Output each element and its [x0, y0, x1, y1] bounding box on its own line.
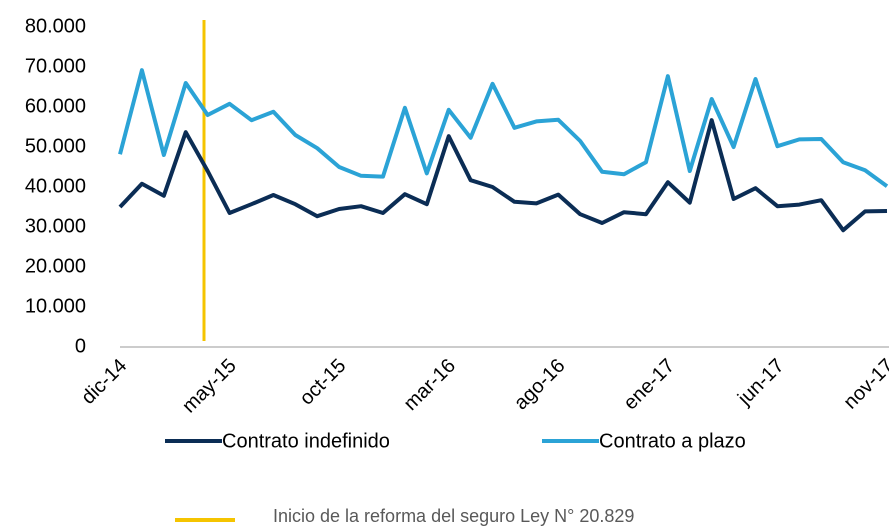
- y-tick-label: 10.000: [25, 295, 86, 317]
- y-tick-label: 50.000: [25, 135, 86, 157]
- x-tick-label: may-15: [178, 355, 241, 418]
- x-tick-label: dic-14: [77, 355, 131, 409]
- y-tick-label: 40.000: [25, 175, 86, 197]
- series-line: [118, 68, 889, 188]
- y-tick-label: 80.000: [25, 15, 86, 37]
- y-tick-label: 30.000: [25, 215, 86, 237]
- x-tick-label: jun-17: [733, 355, 789, 411]
- x-tick-label: nov-17: [839, 355, 889, 414]
- y-tick-label: 70.000: [25, 55, 86, 77]
- y-tick-label: 20.000: [25, 255, 86, 277]
- y-tick-label: 0: [75, 335, 86, 357]
- x-tick-label: oct-15: [296, 355, 351, 410]
- x-tick-label: ene-17: [620, 355, 680, 415]
- legend-label: Contrato indefinido: [222, 430, 390, 452]
- x-tick-label: ago-16: [510, 355, 570, 415]
- legend-label: Contrato a plazo: [599, 430, 746, 452]
- series-line: [118, 118, 888, 233]
- annotation-label: Inicio de la reforma del seguro Ley N° 2…: [273, 506, 634, 526]
- x-tick-label: mar-16: [400, 355, 460, 415]
- y-tick-label: 60.000: [25, 95, 86, 117]
